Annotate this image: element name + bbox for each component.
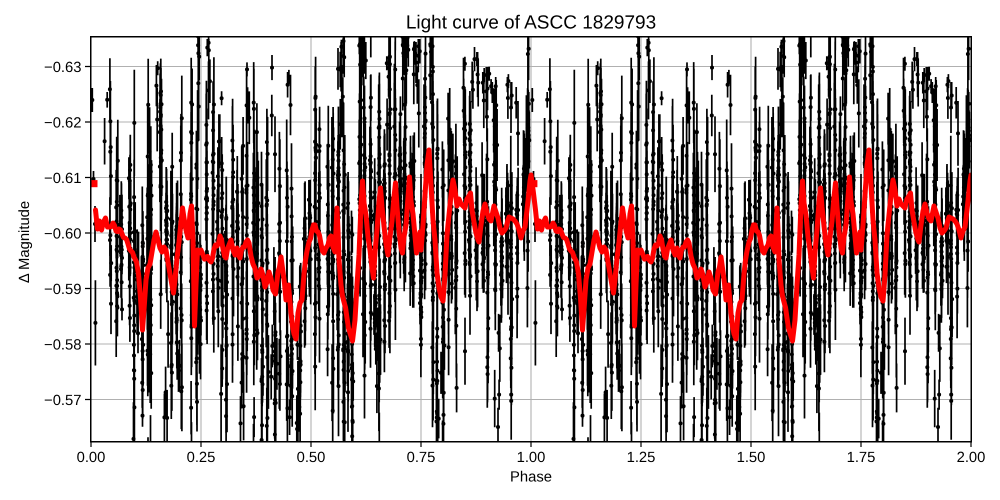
svg-text:−0.63: −0.63 [44, 60, 81, 76]
svg-text:2.00: 2.00 [957, 450, 986, 466]
svg-text:1.50: 1.50 [737, 450, 766, 466]
svg-text:0.50: 0.50 [297, 450, 326, 466]
svg-text:1.25: 1.25 [627, 450, 656, 466]
svg-text:0.75: 0.75 [407, 450, 436, 466]
svg-text:−0.62: −0.62 [44, 115, 81, 131]
svg-text:−0.61: −0.61 [44, 171, 81, 187]
svg-text:1.75: 1.75 [847, 450, 876, 466]
svg-text:Light curve of ASCC 1829793: Light curve of ASCC 1829793 [406, 13, 656, 34]
svg-text:−0.59: −0.59 [44, 282, 81, 298]
svg-text:0.00: 0.00 [77, 450, 106, 466]
svg-text:1.00: 1.00 [517, 450, 546, 466]
svg-text:0.25: 0.25 [187, 450, 216, 466]
svg-text:Phase: Phase [510, 470, 552, 486]
svg-text:Δ Magnitude: Δ Magnitude [17, 201, 33, 283]
svg-text:−0.60: −0.60 [44, 226, 81, 242]
svg-text:−0.58: −0.58 [44, 337, 81, 353]
svg-text:−0.57: −0.57 [44, 393, 81, 409]
